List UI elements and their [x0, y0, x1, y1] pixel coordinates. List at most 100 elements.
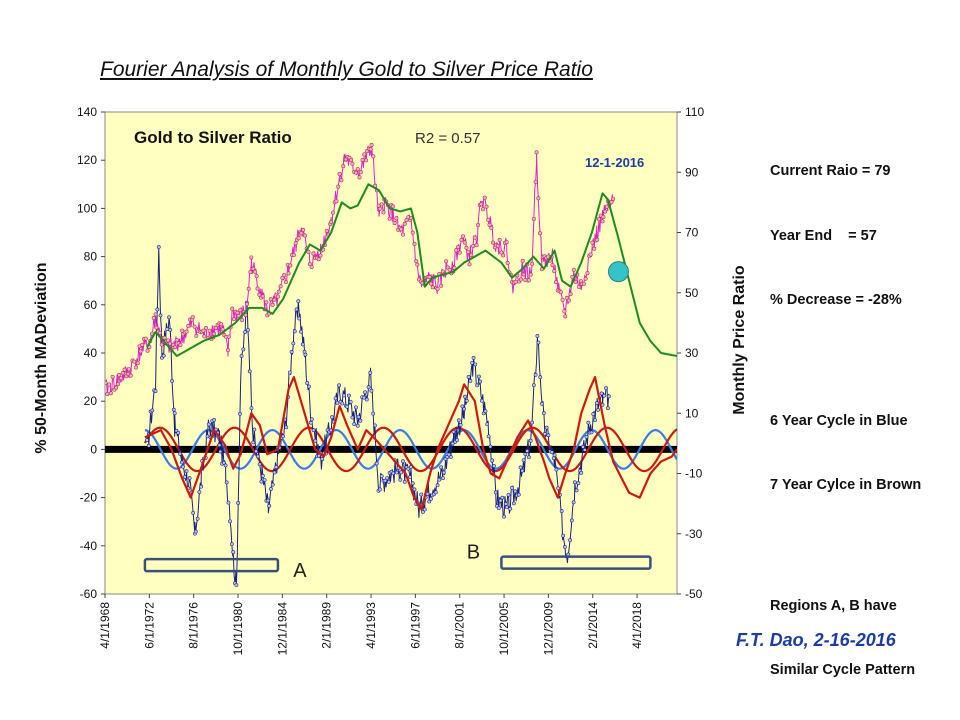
ratio-point [379, 202, 384, 207]
ratio-point [603, 209, 608, 214]
ratio-point [329, 219, 334, 224]
deviation-point [466, 374, 471, 379]
ratio-point [526, 278, 531, 283]
date-label: 12-1-2016 [585, 155, 644, 170]
y-right-tick-label: -10 [685, 467, 703, 481]
x-tick-label: 4/1/1968 [98, 602, 112, 649]
ratio-point [167, 341, 172, 346]
ratio-point [231, 317, 236, 322]
deviation-point [218, 449, 223, 454]
deviation-point [342, 393, 346, 398]
deviation-point [605, 406, 610, 411]
seven-year-cycle-line [144, 376, 677, 511]
current-value-marker [607, 261, 629, 283]
deviation-point [291, 341, 296, 346]
y-right-tick-label: 90 [685, 165, 699, 179]
ratio-point [154, 325, 159, 330]
deviation-point [150, 408, 155, 413]
deviation-point [299, 329, 303, 334]
deviation-point [255, 454, 260, 459]
ratio-point [609, 200, 614, 205]
deviation-point [231, 550, 236, 554]
deviation-point [571, 500, 576, 505]
x-tick-label: 8/1/1976 [187, 602, 201, 649]
ratio-point [275, 294, 280, 299]
ratio-point [439, 283, 444, 288]
x-tick-label: 10/1/1980 [231, 602, 245, 656]
deviation-point [473, 362, 478, 367]
deviation-point [391, 471, 396, 476]
ratio-point [255, 286, 260, 291]
x-tick-label: 12/1/2009 [541, 602, 555, 656]
deviation-point [307, 384, 311, 389]
ratio-point [128, 373, 133, 378]
deviation-point [593, 418, 597, 423]
deviation-point [356, 415, 361, 419]
x-tick-label: 4/1/2018 [630, 602, 644, 649]
ratio-point [268, 297, 273, 302]
deviation-point [333, 396, 338, 401]
deviation-point [262, 478, 267, 482]
deviation-point [508, 506, 513, 511]
deviation-point [223, 463, 228, 468]
ratio-point [357, 175, 362, 180]
ratio-point [394, 216, 399, 221]
deviation-point [195, 516, 200, 521]
deviation-point [330, 415, 334, 420]
deviation-point [401, 459, 405, 464]
ratio-point [381, 210, 386, 215]
x-tick-label: 10/1/2005 [497, 602, 511, 656]
deviation-point [535, 334, 540, 338]
series-inner-label: Gold to Silver Ratio [134, 128, 292, 147]
ratio-point [457, 250, 462, 255]
ratio-point [538, 231, 543, 236]
deviation-point [305, 381, 310, 385]
deviation-point [386, 480, 391, 484]
ratio-point [596, 217, 601, 222]
deviation-point [251, 440, 256, 445]
ratio-point [475, 223, 480, 228]
deviation-point [178, 451, 182, 456]
ratio-point [459, 237, 464, 242]
deviation-point [493, 490, 498, 495]
ratio-point [246, 286, 251, 291]
deviation-point [447, 452, 451, 457]
x-tick-label: 6/1/1972 [142, 602, 156, 649]
deviation-point [191, 511, 196, 515]
deviation-point [238, 411, 242, 416]
ratio-point [400, 232, 405, 237]
deviation-point [435, 483, 440, 488]
ratio-point [248, 270, 253, 275]
ratio-point [166, 338, 171, 343]
y-left-tick-label: 60 [84, 298, 98, 312]
ratio-point [219, 322, 224, 327]
ratio-point [467, 262, 472, 267]
deviation-point [448, 455, 453, 459]
ratio-point [469, 253, 474, 258]
ratio-point [592, 246, 597, 251]
ratio-point [105, 380, 108, 385]
ratio-point [455, 245, 460, 250]
ratio-point [504, 240, 509, 245]
deviation-point [410, 481, 415, 486]
ratio-point [324, 228, 329, 233]
moving-average-line [146, 183, 677, 358]
deviation-point [586, 420, 591, 425]
ratio-point [480, 207, 485, 212]
ratio-point [192, 324, 197, 329]
ratio-point [399, 227, 404, 232]
ratio-point [296, 236, 301, 241]
deviation-point [313, 438, 318, 443]
deviation-point [385, 476, 389, 481]
deviation-point [254, 449, 259, 454]
deviation-point [552, 453, 557, 458]
deviation-point [292, 329, 297, 334]
chart-title: Fourier Analysis of Monthly Gold to Silv… [100, 58, 593, 81]
ratio-point [115, 382, 120, 387]
deviation-point [462, 407, 467, 411]
y-left-tick-label: 120 [77, 153, 97, 167]
ratio-point [590, 240, 595, 245]
deviation-point [167, 315, 171, 320]
ratio-point [145, 348, 150, 353]
note-decrease: % Decrease = -28% [770, 292, 902, 308]
